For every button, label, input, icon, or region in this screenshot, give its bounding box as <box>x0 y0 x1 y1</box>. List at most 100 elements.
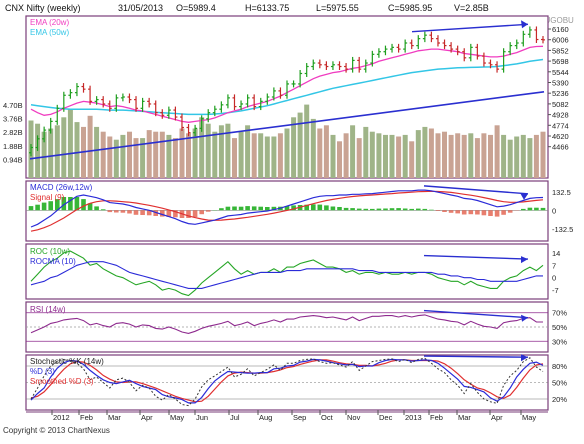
macd-histogram-bar <box>501 210 506 215</box>
rsi-legend: RSI (14w) <box>30 305 66 314</box>
volume-bar <box>75 122 80 178</box>
panels-layer: 6160600658525698554453905236508249284774… <box>3 16 573 422</box>
volume-bar <box>107 137 112 179</box>
roc-tick-label: 14 <box>552 249 560 258</box>
volume-bar <box>350 125 355 178</box>
macd-histogram-bar <box>252 206 257 210</box>
stoch-tick-label: 20% <box>552 395 567 404</box>
macd-histogram-bar <box>108 210 113 212</box>
macd-histogram-bar <box>429 210 434 211</box>
x-tick-label: Oct <box>321 413 334 422</box>
volume-bar <box>245 125 250 178</box>
volume-bar <box>48 129 53 179</box>
x-tick-label: May <box>522 413 536 422</box>
volume-bar <box>61 117 66 178</box>
volume-bar <box>370 132 375 178</box>
volume-bar <box>468 133 473 178</box>
volume-bar <box>481 133 486 178</box>
volume-bar <box>232 138 237 178</box>
stoch-k-legend: Stochastic %K (14w) <box>30 357 104 366</box>
macd-legend: MACD (26w,12w) <box>30 183 93 192</box>
high-label: H=6133.75 <box>245 3 289 13</box>
ema20-legend: EMA (20w) <box>30 18 69 27</box>
x-tick-label: 2012 <box>53 413 70 422</box>
macd-histogram-bar <box>311 204 316 210</box>
volume-bar <box>422 127 427 178</box>
volume-bar <box>153 132 158 178</box>
volume-tick-label: 0.94B <box>3 155 23 164</box>
macd-histogram-bar <box>449 210 454 213</box>
volume-bar <box>501 135 506 178</box>
price-tick-label: 4928 <box>552 111 569 120</box>
stoch-sd-legend: Smoothed %D (3) <box>30 377 94 386</box>
macd-histogram-bar <box>29 206 34 210</box>
roc-tick-label: 0 <box>552 274 556 283</box>
volume-bar <box>363 127 368 178</box>
volume-bar <box>488 135 493 178</box>
volume-bar <box>186 133 191 178</box>
volume-bar <box>462 135 467 178</box>
price-tick-label: 4620 <box>552 132 569 141</box>
macd-histogram-bar <box>528 208 533 211</box>
macd-histogram-bar <box>239 207 244 211</box>
volume-tick-label: 3.76B <box>3 115 23 124</box>
volume-bar <box>304 105 309 178</box>
macd-histogram-bar <box>364 209 369 211</box>
macd-histogram-bar <box>206 210 211 211</box>
macd-histogram-bar <box>403 209 408 211</box>
x-tick-label: May <box>170 413 184 422</box>
volume-bar <box>344 133 349 178</box>
rsi-tick-label: 50% <box>552 323 567 332</box>
price-tick-label: 5390 <box>552 79 569 88</box>
macd-histogram-bar <box>245 206 250 210</box>
macd-histogram-bar <box>423 209 428 210</box>
macd-histogram-bar <box>199 210 204 214</box>
macd-histogram-bar <box>383 209 388 211</box>
price-tick-label: 5852 <box>552 46 569 55</box>
volume-bar <box>212 132 217 178</box>
x-tick-label: Jul <box>230 413 240 422</box>
macd-histogram-bar <box>258 207 263 211</box>
volume-bar <box>311 119 316 178</box>
volume-bar <box>225 124 230 178</box>
macd-histogram-bar <box>265 207 270 210</box>
macd-histogram-bar <box>416 209 421 211</box>
macd-histogram-bar <box>370 209 375 210</box>
macd-histogram-bar <box>101 209 106 210</box>
macd-tick-label: -132.5 <box>552 225 573 234</box>
macd-histogram-bar <box>331 207 336 211</box>
macd-histogram-bar <box>521 209 526 210</box>
macd-histogram-bar <box>409 209 414 210</box>
close-label: C=5985.95 <box>388 3 432 13</box>
price-tick-label: 6160 <box>552 25 569 34</box>
volume-bar <box>298 113 303 178</box>
price-tick-label: 5236 <box>552 89 569 98</box>
macd-histogram-bar <box>377 209 382 211</box>
macd-histogram-bar <box>42 203 47 211</box>
volume-bar <box>120 135 125 178</box>
rocma-legend: ROCMA (10) <box>30 257 76 266</box>
macd-histogram-bar <box>48 201 53 210</box>
macd-histogram-bar <box>219 208 224 210</box>
macd-histogram-bar <box>193 210 198 217</box>
price-tick-label: 5544 <box>552 68 569 77</box>
ema50-legend: EMA (50w) <box>30 28 69 37</box>
volume-bar <box>265 137 270 179</box>
volume-bar <box>252 133 257 178</box>
volume-bar <box>278 133 283 178</box>
volume-bar <box>390 135 395 178</box>
volume-bar <box>101 132 106 178</box>
volume-bar <box>409 141 414 178</box>
x-tick-label: 2013 <box>405 413 422 422</box>
macd-histogram-bar <box>134 210 139 215</box>
volume-bar <box>527 138 532 178</box>
volume-bar <box>239 132 244 178</box>
macd-histogram-bar <box>318 205 323 211</box>
volume-bar <box>173 138 178 178</box>
macd-histogram-bar <box>488 210 493 216</box>
price-tick-label: 6006 <box>552 36 569 45</box>
volume-bar <box>541 132 546 178</box>
macd-histogram-bar <box>226 207 231 211</box>
rsi-tick-label: 30% <box>552 337 567 346</box>
